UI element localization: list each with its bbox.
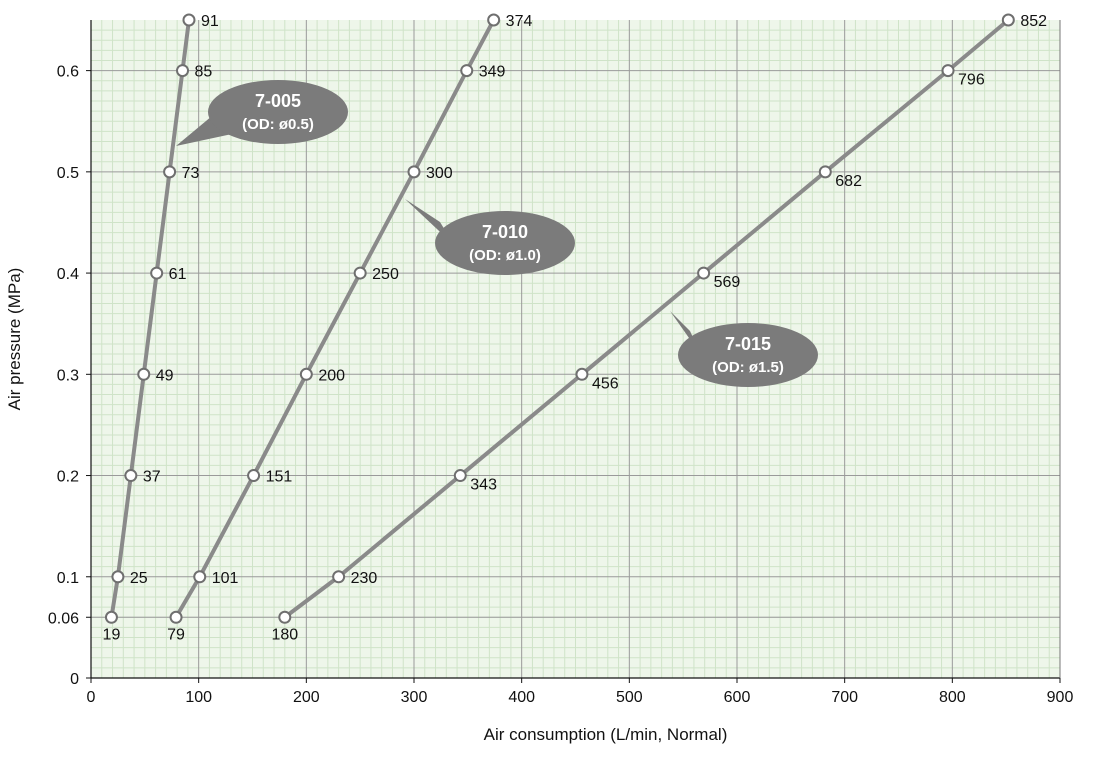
x-tick-label: 400 <box>508 689 535 706</box>
y-tick-label: 0.4 <box>57 266 79 283</box>
x-tick-label: 800 <box>939 689 966 706</box>
series-subtitle-label: (OD: ø0.5) <box>242 116 314 133</box>
series-subtitle-label: (OD: ø1.5) <box>712 359 784 376</box>
data-point <box>487 13 501 27</box>
data-label: 230 <box>351 570 378 587</box>
data-point <box>150 266 164 280</box>
x-tick-label: 500 <box>616 689 643 706</box>
callout-bubble <box>435 211 575 275</box>
data-label: 456 <box>592 375 619 392</box>
data-point <box>299 367 313 381</box>
data-point <box>182 13 196 27</box>
data-point <box>353 266 367 280</box>
data-point <box>460 64 474 78</box>
x-tick-label: 700 <box>831 689 858 706</box>
x-tick-label: 0 <box>87 689 96 706</box>
data-point <box>124 469 138 483</box>
data-label: 79 <box>167 626 185 643</box>
x-tick-label: 900 <box>1047 689 1074 706</box>
data-label: 200 <box>318 367 345 384</box>
data-label: 343 <box>470 477 497 494</box>
series-name-label: 7-015 <box>725 334 771 354</box>
data-point <box>818 165 832 179</box>
data-label: 682 <box>835 173 862 190</box>
y-tick-label: 0.5 <box>57 165 79 182</box>
data-point <box>407 165 421 179</box>
data-point <box>453 469 467 483</box>
y-tick-label: 0.1 <box>57 570 79 587</box>
x-tick-label: 300 <box>401 689 428 706</box>
x-tick-label: 100 <box>185 689 212 706</box>
data-label: 796 <box>958 72 985 89</box>
callout-bubble <box>208 80 348 144</box>
callout-bubble <box>678 323 818 387</box>
data-point <box>111 570 125 584</box>
data-label: 49 <box>156 367 174 384</box>
data-point <box>278 610 292 624</box>
data-label: 19 <box>103 626 121 643</box>
data-label: 349 <box>479 64 506 81</box>
data-point <box>332 570 346 584</box>
series-line-7-015 <box>282 18 1011 620</box>
data-label: 73 <box>182 165 200 182</box>
series-line-7-005 <box>109 18 191 620</box>
y-axis-title: Air pressure (MPa) <box>5 268 24 411</box>
data-label: 852 <box>1020 13 1047 30</box>
data-point <box>247 469 261 483</box>
y-tick-label: 0.6 <box>57 64 79 81</box>
series-subtitle-label: (OD: ø1.0) <box>469 247 541 264</box>
y-tick-label: 0.06 <box>48 610 79 627</box>
data-label: 374 <box>506 13 533 30</box>
data-label: 61 <box>169 266 187 283</box>
data-label: 151 <box>266 469 293 486</box>
x-axis-title: Air consumption (L/min, Normal) <box>484 725 728 744</box>
data-label: 300 <box>426 165 453 182</box>
series-name-label: 7-010 <box>482 222 528 242</box>
series-callout-7-010: 7-010 (OD: ø1.0) <box>405 199 575 275</box>
data-label: 85 <box>195 64 213 81</box>
data-label: 37 <box>143 469 161 486</box>
series-line-7-010 <box>174 18 496 620</box>
y-tick-label: 0 <box>70 671 79 688</box>
data-label: 91 <box>201 13 219 30</box>
data-point <box>697 266 711 280</box>
data-point <box>193 570 207 584</box>
data-label: 569 <box>714 274 741 291</box>
data-point <box>163 165 177 179</box>
x-tick-label: 600 <box>724 689 751 706</box>
data-label: 250 <box>372 266 399 283</box>
data-point <box>137 367 151 381</box>
series-callout-7-005: 7-005 (OD: ø0.5) <box>176 80 348 146</box>
x-tick-label: 200 <box>293 689 320 706</box>
data-label: 25 <box>130 570 148 587</box>
data-point <box>941 64 955 78</box>
series-name-label: 7-005 <box>255 91 301 111</box>
data-point <box>1001 13 1015 27</box>
data-point <box>104 610 118 624</box>
data-point <box>575 367 589 381</box>
data-label: 101 <box>212 570 239 587</box>
y-tick-label: 0.3 <box>57 367 79 384</box>
data-point <box>169 610 183 624</box>
data-point <box>176 64 190 78</box>
series-callout-7-015: 7-015 (OD: ø1.5) <box>670 311 818 387</box>
data-label: 180 <box>271 626 298 643</box>
y-tick-label: 0.2 <box>57 469 79 486</box>
